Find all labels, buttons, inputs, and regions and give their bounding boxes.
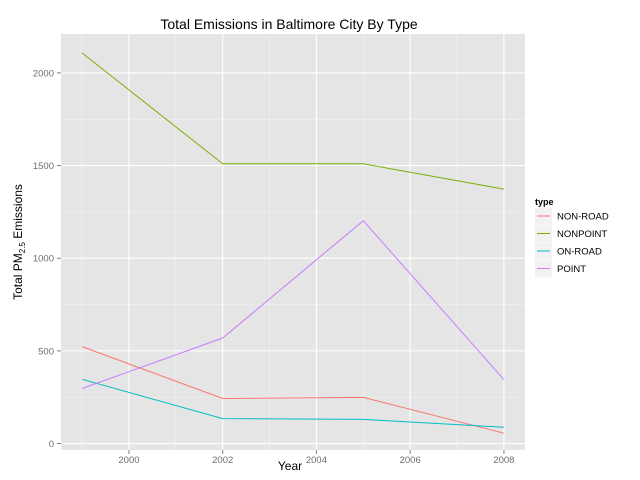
chart-title: Total Emissions in Baltimore City By Typ…	[160, 16, 417, 32]
panel-background	[61, 34, 525, 450]
legend-item-on-road: ON-ROAD	[535, 243, 602, 260]
series-line-on-road	[81, 378, 504, 428]
x-tick-label: 2002	[212, 455, 233, 466]
y-axis-title-suffix: Emissions	[11, 184, 25, 242]
legend-label: NONPOINT	[557, 229, 607, 240]
x-tick-label: 2004	[306, 455, 327, 466]
series-lines	[81, 52, 505, 434]
x-tick-label: 2008	[493, 455, 514, 466]
y-tick-label: 0	[49, 439, 54, 450]
legend-label: ON-ROAD	[557, 247, 602, 258]
series-line-non-road	[81, 346, 505, 434]
grid-minor-lines	[61, 34, 525, 450]
plot-panel	[61, 34, 525, 450]
series-line-point	[81, 220, 505, 389]
legend-item-non-road: NON-ROAD	[535, 208, 609, 225]
x-tick-label: 2006	[400, 455, 421, 466]
legend-items: NON-ROAD NONPOINT ON-ROAD POINT	[535, 208, 609, 278]
legend-label: NON-ROAD	[557, 212, 609, 223]
x-tick-label: 2000	[118, 455, 139, 466]
y-tick-label: 1500	[33, 161, 54, 172]
y-axis: 0 500 1000 1500 2000	[33, 68, 61, 450]
legend-label: POINT	[557, 264, 586, 275]
y-tick-label: 1000	[33, 254, 54, 265]
y-axis-title-subscript: 2.5	[18, 242, 27, 254]
legend-item-nonpoint: NONPOINT	[535, 225, 607, 243]
y-axis-title-main: Total PM	[11, 253, 25, 300]
x-axis: 2000 2002 2004 2006 2008	[118, 450, 514, 466]
series-line-nonpoint	[81, 52, 504, 190]
legend: type NON-ROAD NONPOINT ON-ROAD POINT	[535, 197, 609, 278]
legend-title: type	[535, 197, 554, 207]
x-axis-title: Year	[278, 459, 302, 473]
y-tick-label: 500	[38, 346, 54, 357]
y-axis-title: Total PM2.5 Emissions	[11, 184, 27, 300]
legend-item-point: POINT	[535, 260, 586, 278]
grid-major-lines	[61, 34, 525, 450]
y-tick-label: 2000	[33, 68, 54, 79]
